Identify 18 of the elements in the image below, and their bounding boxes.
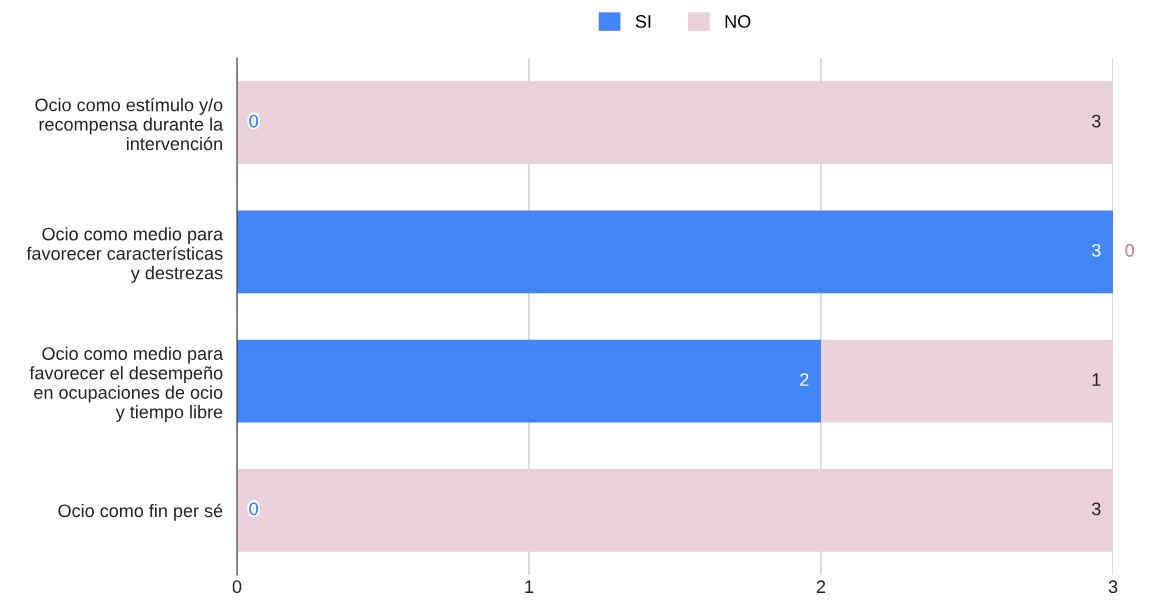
x-tick-label: 3 [1108, 580, 1118, 594]
y-tick-label: Ocio como medio para favorecer características y destrezas [26, 227, 224, 283]
y-tick-label: Ocio como estímulo y/o recompensa durante la intervención [35, 97, 224, 151]
y-tick-label: Ocio como fin per sé [58, 503, 223, 521]
annotation: 0 [249, 114, 259, 128]
x-tick-label: 2 [816, 580, 826, 593]
annotation: 0 [249, 502, 259, 516]
legend-label: SI [635, 15, 651, 28]
data-label: 2 [800, 373, 809, 386]
legend-label: NO [725, 15, 751, 28]
data-label: 3 [1091, 114, 1101, 128]
data-label: 0 [1125, 243, 1135, 257]
y-tick-label: Ocio como medio para favorecer el desempeño en ocupaciones de ocio y tiempo libre [29, 346, 224, 422]
data-label: 1 [1092, 373, 1101, 386]
x-tick-label: 0 [232, 580, 242, 594]
data-label: 3 [1091, 243, 1101, 257]
x-tick-label: 1 [525, 580, 534, 593]
data-label: 3 [1091, 502, 1101, 516]
